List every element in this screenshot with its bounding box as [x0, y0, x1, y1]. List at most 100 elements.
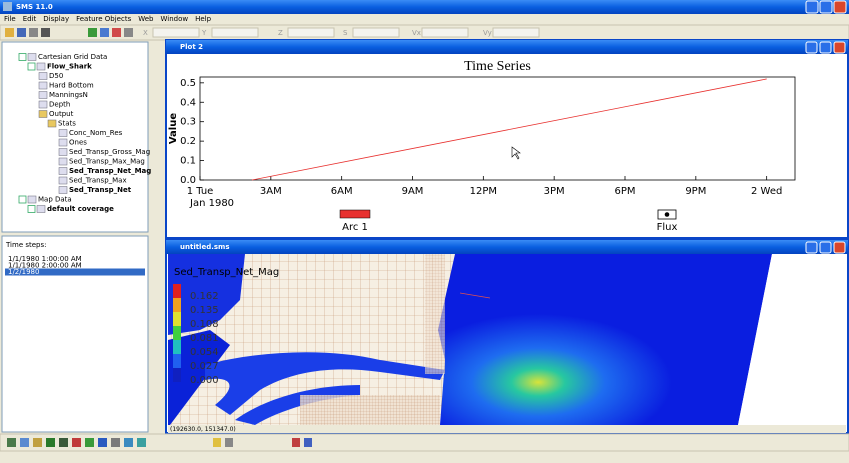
y-tick-label: 0.5 — [180, 78, 196, 89]
module-icon[interactable] — [85, 438, 94, 447]
x-tick-label: 6PM — [614, 186, 635, 197]
tree-item[interactable]: Stats — [58, 120, 76, 128]
tree-item[interactable]: Sed_Transp_Max — [69, 177, 127, 185]
contour-swatch — [173, 298, 181, 312]
tree-item[interactable]: Sed_Transp_Max_Mag — [69, 158, 145, 166]
x-tick-label: 3AM — [260, 186, 282, 197]
tree-item[interactable]: Sed_Transp_Net — [69, 186, 132, 194]
menu-item[interactable]: Window — [160, 15, 188, 23]
tool-icon[interactable] — [213, 438, 221, 447]
maximize-button[interactable] — [819, 0, 833, 14]
status-bar — [0, 452, 849, 463]
tree-item[interactable]: Conc_Nom_Res — [69, 129, 123, 137]
x-tick-label: 2 Wed — [751, 186, 782, 197]
time-step[interactable]: 1/1/1980 2:00:00 AM — [8, 262, 82, 270]
tree-item[interactable]: Hard Bottom — [49, 82, 94, 90]
time-steps-label: Time steps: — [5, 241, 47, 249]
time-step[interactable]: 1/2/1980 — [8, 268, 39, 276]
tree-item[interactable]: Cartesian Grid Data — [38, 53, 107, 61]
tree-item[interactable]: Depth — [49, 101, 70, 109]
tree-item[interactable]: Ones — [69, 139, 87, 147]
tree-icon — [27, 195, 37, 204]
tree-item[interactable]: D50 — [49, 72, 63, 80]
tree-icon — [47, 119, 57, 128]
project-explorer — [1, 41, 149, 233]
plot-area — [199, 76, 796, 181]
fine-mesh — [300, 395, 440, 425]
module-icon[interactable] — [124, 438, 133, 447]
tree-item[interactable]: Sed_Transp_Gross_Mag — [69, 148, 150, 156]
x-sublabel: Jan 1980 — [189, 198, 234, 209]
plot-title-bar — [166, 40, 848, 54]
tool-icon[interactable] — [100, 28, 109, 37]
delete-icon[interactable] — [41, 28, 50, 37]
tool-icon[interactable] — [225, 438, 233, 447]
coord-field[interactable] — [492, 27, 540, 38]
checkbox[interactable] — [18, 53, 27, 61]
checkbox[interactable] — [27, 205, 36, 213]
window-button[interactable] — [819, 41, 832, 54]
window-button[interactable] — [833, 241, 846, 254]
time-step[interactable]: 1/1/1980 1:00:00 AM — [8, 255, 82, 263]
menu-item[interactable]: Display — [43, 15, 69, 23]
window-title: Plot 2 — [180, 43, 203, 51]
window-button[interactable] — [805, 241, 818, 254]
coord-field[interactable] — [211, 27, 259, 38]
window-button[interactable] — [833, 41, 846, 54]
tree-item[interactable]: Output — [49, 110, 74, 118]
menu-item[interactable]: Feature Objects — [76, 15, 131, 23]
module-icon[interactable] — [33, 438, 42, 447]
tool-palette — [150, 42, 165, 432]
tree-icon — [36, 62, 46, 71]
close-button[interactable] — [833, 0, 847, 14]
tool-icon[interactable] — [292, 438, 300, 447]
series-line — [251, 78, 767, 181]
tool-icon[interactable] — [88, 28, 97, 37]
y-tick-label: 0.0 — [180, 175, 196, 186]
menu-item[interactable]: Edit — [23, 15, 37, 23]
map-status-bar — [168, 425, 846, 433]
tree-item[interactable]: Map Data — [38, 196, 72, 204]
tool-icon[interactable] — [112, 28, 121, 37]
contour-swatch — [173, 368, 181, 382]
tool-icon[interactable] — [124, 28, 133, 37]
tree-icon — [58, 138, 68, 147]
menu-item[interactable]: Help — [195, 15, 212, 23]
tree-icon — [38, 110, 48, 118]
coord-field[interactable] — [352, 27, 400, 38]
module-icon[interactable] — [137, 438, 146, 447]
menu-item[interactable]: Web — [138, 15, 154, 23]
minimize-button[interactable] — [805, 0, 819, 14]
toolbar-icons — [5, 28, 133, 37]
contour-swatch — [173, 312, 181, 326]
module-icon[interactable] — [46, 438, 55, 447]
tree-item[interactable]: Sed_Transp_Net_Mag — [69, 167, 151, 175]
module-icon[interactable] — [72, 438, 81, 447]
x-tick-label: 12PM — [470, 186, 497, 197]
module-icon[interactable] — [7, 438, 16, 447]
tree-item[interactable]: ManningsN — [49, 91, 88, 99]
window-button[interactable] — [819, 241, 832, 254]
module-icon[interactable] — [59, 438, 68, 447]
window-button[interactable] — [805, 41, 818, 54]
save-icon[interactable] — [17, 28, 26, 37]
tool-icon[interactable] — [304, 438, 312, 447]
module-icon[interactable] — [98, 438, 107, 447]
window-buttons — [805, 0, 847, 14]
legend-label: Arc 1 — [342, 222, 368, 233]
open-icon[interactable] — [5, 28, 14, 37]
checkbox[interactable] — [18, 195, 27, 204]
print-icon[interactable] — [29, 28, 38, 37]
tree-item[interactable]: default coverage — [47, 205, 114, 213]
coord-field[interactable] — [152, 27, 200, 38]
contour-legend-label: 0.162 — [190, 291, 219, 302]
module-icon[interactable] — [111, 438, 120, 447]
module-icon[interactable] — [20, 438, 29, 447]
contour-legend-label: 0.108 — [190, 319, 219, 330]
menu-item[interactable]: File — [4, 15, 16, 23]
coord-field[interactable] — [287, 27, 335, 38]
coord-field[interactable] — [421, 27, 469, 38]
title-bar — [0, 0, 849, 14]
tree-item[interactable]: Flow_Shark — [47, 63, 92, 71]
checkbox[interactable] — [27, 62, 36, 71]
